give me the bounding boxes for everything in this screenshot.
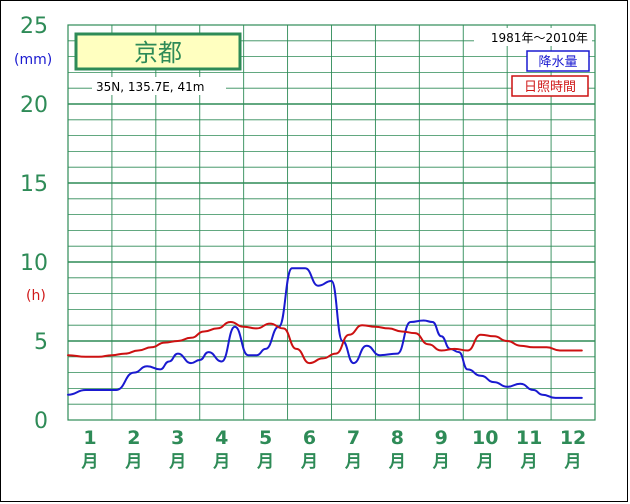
month-suffix-label: 月 (344, 452, 362, 472)
month-number-label: 4 (215, 427, 228, 449)
month-suffix-label: 月 (476, 452, 494, 472)
month-number-label: 9 (435, 427, 448, 449)
legend-rain-label: 降水量 (538, 55, 577, 70)
legend-sun-box (511, 75, 589, 97)
month-suffix-label: 月 (168, 452, 186, 472)
subtitle-backdrop (92, 77, 226, 95)
y-tick-label: 15 (20, 172, 48, 197)
month-number-label: 8 (391, 427, 404, 449)
month-suffix-label: 月 (256, 452, 274, 472)
month-number-label: 1 (83, 427, 96, 449)
title-box (74, 32, 242, 71)
month-number-label: 5 (259, 427, 272, 449)
month-number-label: 6 (303, 427, 316, 449)
y-tick-label: 0 (34, 409, 48, 434)
month-number-label: 2 (127, 427, 140, 449)
precipitation-line (67, 267, 583, 399)
sunshine-line (67, 321, 583, 365)
month-suffix-label: 月 (212, 452, 230, 472)
month-suffix-label: 月 (388, 452, 406, 472)
month-suffix-label: 月 (520, 452, 538, 472)
data-series (67, 267, 583, 399)
period-backdrop (474, 28, 592, 46)
x-month-labels: 1 月 2 月 3 月 4 月 5 月 6 月 7 月 8 月 9 月 10 月 11 月 12 月 (80, 427, 586, 472)
y-tick-label: 20 (20, 93, 48, 118)
chart-subtitle: 35N, 135.7E, 41m (96, 80, 204, 94)
month-number-label: 3 (171, 427, 184, 449)
month-number-label: 12 (560, 427, 586, 449)
month-number-label: 10 (472, 427, 498, 449)
legend-sun-label: 日照時間 (524, 80, 576, 95)
unit-label-mm: (mm) (14, 52, 52, 68)
grid-lines (68, 25, 595, 420)
y-tick-label: 5 (34, 330, 48, 355)
period-label: 1981年〜2010年 (491, 31, 588, 45)
month-suffix-label: 月 (432, 452, 450, 472)
chart-title: 京都 (134, 39, 182, 67)
month-suffix-label: 月 (300, 452, 318, 472)
y-tick-labels: 0 5 10 15 20 25 (20, 14, 48, 434)
month-suffix-label: 月 (80, 452, 98, 472)
month-number-label: 7 (347, 427, 360, 449)
legend-rain-box (526, 50, 590, 72)
y-tick-label: 25 (20, 14, 48, 39)
month-number-label: 11 (516, 427, 542, 449)
month-suffix-label: 月 (564, 452, 582, 472)
month-suffix-label: 月 (124, 452, 142, 472)
y-tick-label: 10 (20, 251, 48, 276)
unit-label-hours: (h) (26, 288, 46, 304)
